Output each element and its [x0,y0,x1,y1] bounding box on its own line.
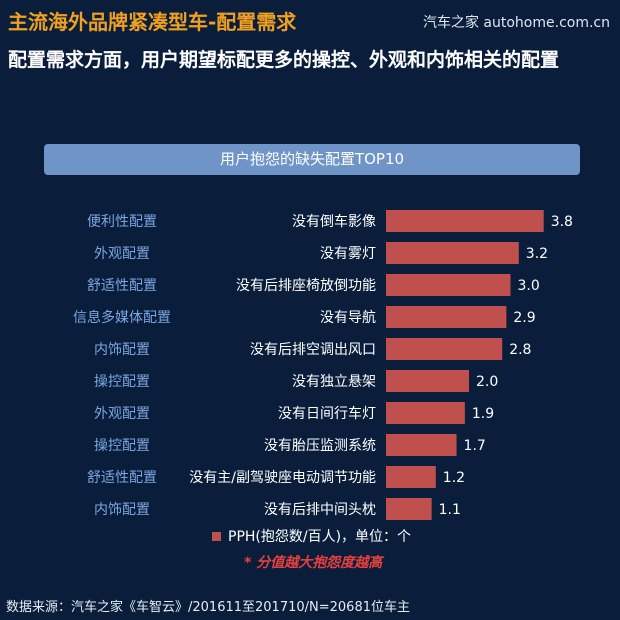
bar [386,434,457,456]
data-source: 数据来源：汽车之家《车智云》/201611至201710/N=20681位车主 [6,600,410,615]
group-label: 舒适性配置 [87,278,157,294]
category-label: 没有独立悬架 [292,374,376,390]
page-subtitle: 配置需求方面，用户期望标配更多的操控、外观和内饰相关的配置 [8,49,560,71]
value-label: 1.7 [464,438,486,454]
brand-logo: 汽车之家 autohome.com.cn [422,15,610,31]
chart-note: * 分值越大抱怨度越高 [244,555,383,571]
bar [386,498,432,520]
value-label: 3.8 [551,214,573,230]
bar [386,370,469,392]
category-label: 没有主/副驾驶座电动调节功能 [189,470,376,486]
category-label: 没有日间行车灯 [278,405,376,422]
page-title: 主流海外品牌紧凑型车-配置需求 [8,10,297,34]
value-label: 2.0 [476,374,498,390]
bar [386,402,465,424]
group-label: 操控配置 [94,438,150,454]
value-label: 1.1 [439,502,461,518]
category-label: 没有后排中间头枕 [264,502,376,518]
chart-title: 用户抱怨的缺失配置TOP10 [44,144,580,175]
bar [386,274,511,296]
value-label: 1.2 [443,470,465,486]
chart-legend: PPH(抱怨数/百人)，单位：个 [212,526,411,546]
value-label: 2.8 [509,342,531,358]
group-label: 外观配置 [94,406,150,422]
category-label: 没有导航 [320,310,376,326]
group-label: 操控配置 [94,374,150,390]
group-label: 内饰配置 [94,502,150,518]
bar [386,466,436,488]
bar [386,338,503,360]
legend-swatch [212,531,221,541]
group-label: 信息多媒体配置 [73,309,171,326]
value-label: 2.9 [513,310,535,326]
group-label: 内饰配置 [94,342,150,358]
group-label: 便利性配置 [87,214,157,230]
value-label: 3.0 [518,278,540,294]
bar [386,306,507,328]
group-label: 外观配置 [94,246,150,262]
category-label: 没有后排座椅放倒功能 [236,278,376,294]
bar [386,242,519,264]
value-label: 1.9 [472,406,494,422]
value-label: 3.2 [526,246,548,262]
category-label: 没有雾灯 [320,246,376,262]
category-label: 没有后排空调出风口 [250,342,376,358]
category-label: 没有倒车影像 [292,213,376,230]
bar [386,210,544,232]
category-label: 没有胎压监测系统 [264,438,376,454]
group-label: 舒适性配置 [87,470,157,486]
legend-label: PPH(抱怨数/百人)，单位：个 [228,529,412,545]
